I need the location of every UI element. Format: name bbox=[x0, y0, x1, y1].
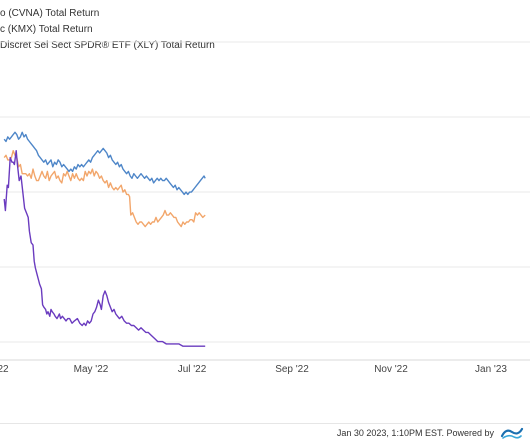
series-line-kmx[interactable] bbox=[3, 150, 206, 228]
legend-item-kmx[interactable]: c (KMX) Total Return bbox=[0, 24, 93, 35]
x-tick-label: Sep '22 bbox=[275, 364, 309, 375]
legend-label-kmx: c (KMX) Total Return bbox=[0, 24, 93, 35]
legend-label-cvna: o (CVNA) Total Return bbox=[0, 8, 100, 19]
chart-gridlines bbox=[0, 41, 530, 361]
legend-label-xly: Discret Sel Sect SPDR® ETF (XLY) Total R… bbox=[0, 40, 215, 51]
chart-series bbox=[3, 131, 206, 347]
x-tick-label: Jul '22 bbox=[178, 364, 207, 375]
line-chart: 22 May '22 Jul '22 Sep '22 Nov '22 Jan '23 bbox=[0, 41, 530, 375]
footer-timestamp: Jan 30 2023, 1:10PM EST. Powered by bbox=[336, 428, 494, 438]
x-tick-label: Nov '22 bbox=[374, 364, 408, 375]
legend-item-xly[interactable]: Discret Sel Sect SPDR® ETF (XLY) Total R… bbox=[0, 40, 215, 51]
x-tick-label: Jan '23 bbox=[475, 364, 507, 375]
ycharts-logo-icon[interactable] bbox=[500, 426, 524, 440]
series-line-xly[interactable] bbox=[3, 131, 206, 196]
legend-item-cvna[interactable]: o (CVNA) Total Return bbox=[0, 8, 99, 19]
x-tick-label: 22 bbox=[0, 364, 9, 375]
series-line-cvna[interactable] bbox=[3, 150, 206, 347]
x-axis-ticks: 22 May '22 Jul '22 Sep '22 Nov '22 Jan '23 bbox=[0, 364, 507, 375]
x-tick-label: May '22 bbox=[74, 364, 109, 375]
chart-footer: Jan 30 2023, 1:10PM EST. Powered by bbox=[0, 423, 530, 442]
